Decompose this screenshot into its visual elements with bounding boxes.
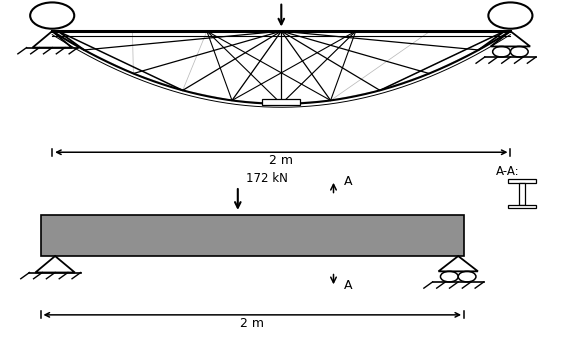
Bar [508,205,536,208]
Bar [262,99,300,105]
Text: 2 m: 2 m [240,317,264,330]
Text: 172 kN: 172 kN [246,172,288,185]
Text: 2 m: 2 m [269,154,293,167]
Text: A: A [344,279,353,292]
Bar [41,215,464,256]
Text: 172 kN: 172 kN [290,0,332,1]
Text: A-A:: A-A: [496,165,520,178]
Bar [508,179,536,183]
Bar [519,183,525,205]
Text: A: A [344,175,353,188]
